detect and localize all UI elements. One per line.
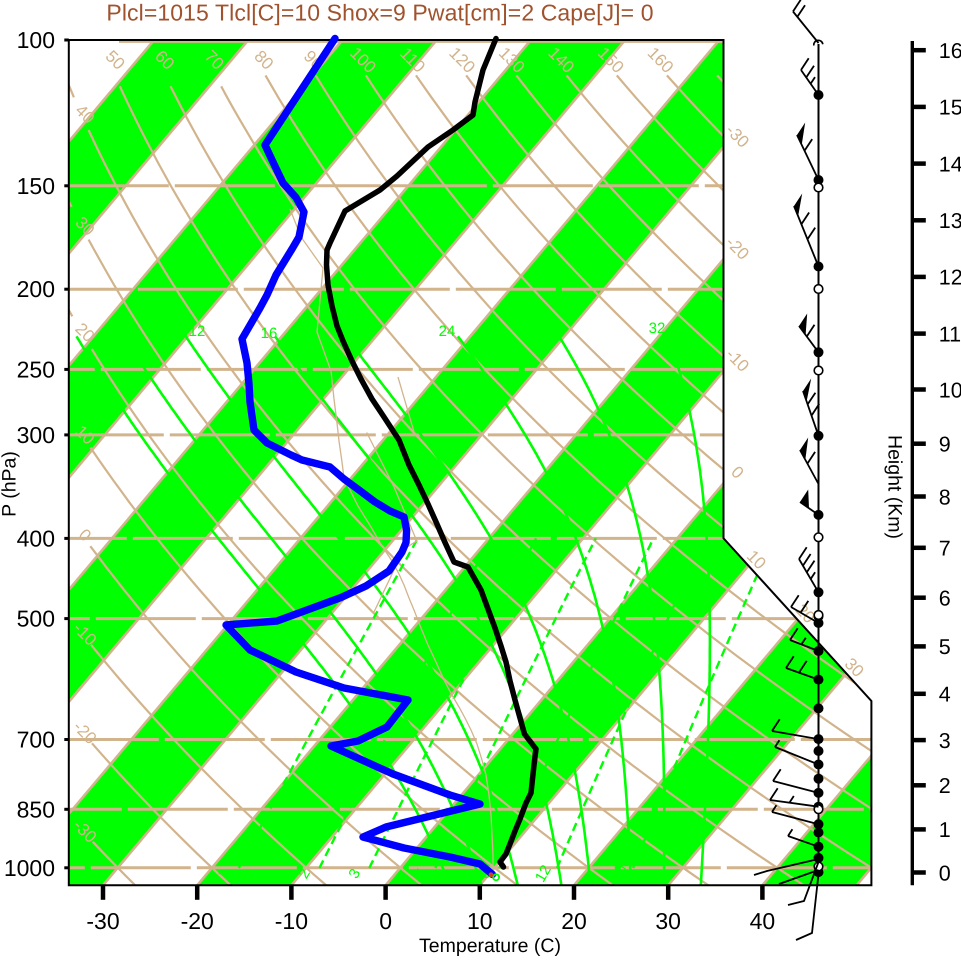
svg-text:10: 10 <box>939 378 961 402</box>
svg-text:850: 850 <box>17 796 55 822</box>
svg-text:40: 40 <box>750 908 776 934</box>
svg-text:3: 3 <box>939 729 951 753</box>
svg-text:24: 24 <box>439 323 456 340</box>
svg-text:4: 4 <box>939 683 951 707</box>
svg-text:20: 20 <box>608 862 631 885</box>
svg-text:-10: -10 <box>275 908 308 934</box>
svg-text:1000: 1000 <box>4 855 55 881</box>
svg-text:P (hPa): P (hPa) <box>0 451 21 517</box>
svg-text:16: 16 <box>261 325 278 342</box>
svg-text:200: 200 <box>17 276 55 302</box>
svg-text:Plcl=1015 Tlcl[C]=10 Shox=9 Pw: Plcl=1015 Tlcl[C]=10 Shox=9 Pwat[cm]=2 C… <box>106 0 653 26</box>
svg-text:250: 250 <box>17 356 55 382</box>
svg-text:16: 16 <box>939 39 961 63</box>
svg-text:700: 700 <box>17 727 55 753</box>
svg-text:12: 12 <box>189 323 206 340</box>
svg-text:8: 8 <box>939 485 951 509</box>
svg-text:2: 2 <box>939 774 951 798</box>
svg-text:14: 14 <box>939 152 961 176</box>
svg-text:30: 30 <box>655 908 681 934</box>
svg-text:-30: -30 <box>86 908 119 934</box>
svg-text:12: 12 <box>939 266 961 290</box>
svg-text:5: 5 <box>939 635 951 659</box>
svg-text:15: 15 <box>939 96 961 120</box>
svg-text:10: 10 <box>467 908 493 934</box>
svg-text:7: 7 <box>939 537 951 561</box>
svg-text:500: 500 <box>17 606 55 632</box>
svg-text:0: 0 <box>939 861 951 885</box>
svg-text:100: 100 <box>17 27 55 53</box>
svg-text:32: 32 <box>649 320 666 337</box>
svg-text:0: 0 <box>379 908 392 934</box>
svg-text:Temperature (C): Temperature (C) <box>419 935 561 957</box>
svg-text:12: 12 <box>532 862 555 885</box>
svg-text:-20: -20 <box>181 908 214 934</box>
svg-text:6: 6 <box>939 587 951 611</box>
svg-text:20: 20 <box>561 908 587 934</box>
svg-text:Height (Km): Height (Km) <box>884 435 906 539</box>
svg-text:150: 150 <box>17 173 55 199</box>
svg-text:11: 11 <box>939 322 961 346</box>
svg-text:13: 13 <box>939 209 961 233</box>
svg-text:9: 9 <box>939 433 951 457</box>
svg-text:400: 400 <box>17 525 55 551</box>
svg-text:300: 300 <box>17 422 55 448</box>
svg-text:1: 1 <box>939 818 951 842</box>
